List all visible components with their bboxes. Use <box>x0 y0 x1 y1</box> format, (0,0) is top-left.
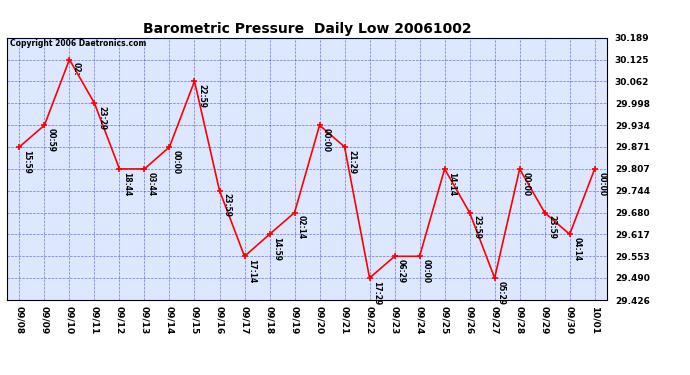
Text: 00:00: 00:00 <box>422 259 431 283</box>
Text: 02:: 02: <box>72 62 81 76</box>
Text: 21:29: 21:29 <box>347 150 356 174</box>
Text: 00:00: 00:00 <box>597 172 606 196</box>
Text: 15:59: 15:59 <box>22 150 31 174</box>
Text: 00:00: 00:00 <box>322 128 331 152</box>
Text: 00:00: 00:00 <box>172 150 181 174</box>
Text: 04:14: 04:14 <box>572 237 581 261</box>
Text: 05:29: 05:29 <box>497 281 506 305</box>
Text: 23:59: 23:59 <box>222 194 231 217</box>
Text: 22:59: 22:59 <box>197 84 206 108</box>
Text: 23:59: 23:59 <box>472 215 481 239</box>
Text: 14:59: 14:59 <box>272 237 281 261</box>
Text: 02:14: 02:14 <box>297 215 306 240</box>
Text: 00:00: 00:00 <box>522 172 531 196</box>
Text: 17:29: 17:29 <box>372 281 381 305</box>
Text: 18:44: 18:44 <box>122 172 131 196</box>
Text: 23:29: 23:29 <box>97 106 106 130</box>
Text: 14:14: 14:14 <box>447 172 456 196</box>
Text: 17:14: 17:14 <box>247 259 256 284</box>
Text: 00:59: 00:59 <box>47 128 56 152</box>
Text: 23:59: 23:59 <box>547 215 556 239</box>
Title: Barometric Pressure  Daily Low 20061002: Barometric Pressure Daily Low 20061002 <box>143 22 471 36</box>
Text: Copyright 2006 Daetronics.com: Copyright 2006 Daetronics.com <box>10 39 146 48</box>
Text: 03:44: 03:44 <box>147 172 156 196</box>
Text: 06:29: 06:29 <box>397 259 406 283</box>
